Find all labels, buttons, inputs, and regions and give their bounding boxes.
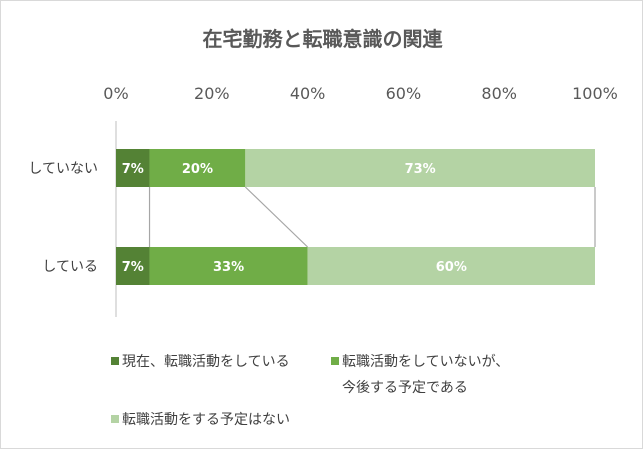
legend-label-line-2: 今後する予定である [342, 380, 468, 396]
legend-item-no-plan: 転職活動をする予定はない [111, 409, 290, 429]
bar-segment [149, 149, 246, 187]
series-connector-line [244, 186, 309, 248]
legend-item-plan-to-job-hunt: 転職活動をしていないが、 今後する予定である [331, 351, 509, 397]
bar-data-label: 60% [436, 260, 467, 275]
x-tick-label: 80% [481, 84, 517, 103]
bar-segment [245, 149, 595, 187]
legend-item-currently-job-hunting: 現在、転職活動をしている [111, 351, 290, 371]
legend-label: 現在、転職活動をしている [122, 354, 290, 370]
legend-swatch [111, 415, 119, 423]
legend-swatch [111, 357, 119, 365]
chart-title: 在宅勤務と転職意識の関連 [202, 27, 443, 51]
bar-data-label: 20% [182, 162, 213, 177]
bar-data-label: 33% [213, 260, 244, 275]
bar-segment [307, 247, 595, 285]
legend-label-line-1: 転職活動をしていないが、 [342, 354, 510, 370]
bar-segment [116, 247, 150, 285]
y-category-label: していない [28, 161, 98, 177]
x-tick-label: 0% [103, 84, 128, 103]
x-tick-label: 60% [386, 84, 422, 103]
y-category-label: している [42, 259, 98, 275]
legend-label: 転職活動をする予定はない [122, 412, 290, 428]
legend-swatch [331, 357, 339, 365]
x-tick-label: 100% [572, 84, 618, 103]
x-tick-label: 20% [194, 84, 230, 103]
bar-data-label: 73% [405, 162, 436, 177]
bar-data-label: 7% [122, 162, 144, 177]
bar-data-label: 7% [122, 260, 144, 275]
bar-segment [116, 149, 150, 187]
bar-segment [149, 247, 308, 285]
x-tick-label: 40% [290, 84, 326, 103]
